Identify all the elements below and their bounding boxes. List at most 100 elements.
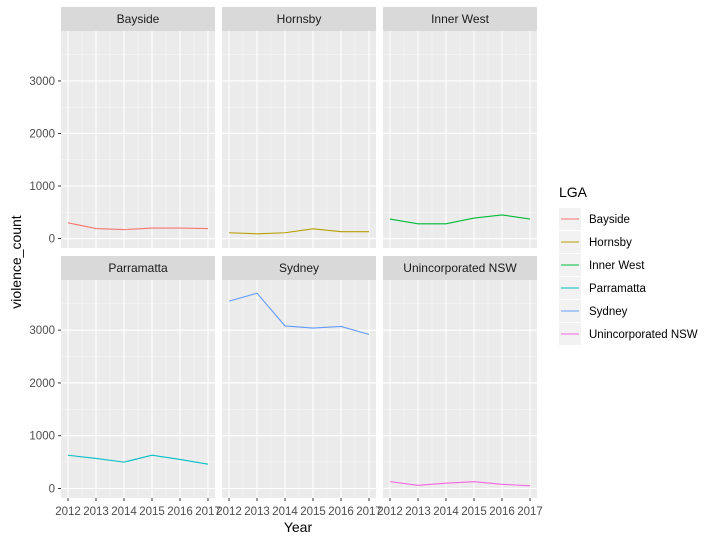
data-point-sydney [368,333,370,335]
facet-strip-unincorporated-nsw [383,256,537,280]
data-point-parramatta [67,454,69,456]
x-tick-label: 2012 [216,506,242,518]
facet-strip-label-hornsby: Hornsby [277,12,322,26]
data-point-hornsby [284,232,286,234]
x-tick-label: 2017 [517,506,543,518]
x-axis-title: Year [284,519,313,535]
y-tick-label: 0 [49,483,55,495]
facet-strip-label-unincorporated-nsw: Unincorporated NSW [403,261,517,275]
facet-sydney: Sydney [222,256,376,498]
legend-item-bayside: Bayside [559,208,630,230]
data-point-sydney [228,300,230,302]
y-axes: 0 1000 2000 3000 0 1000 2000 3000 [29,76,61,495]
data-point-inner-west [529,218,531,220]
data-point-sydney [340,325,342,327]
facet-strip-label-sydney: Sydney [279,261,319,275]
facet-panels: Bayside Hornsby Inner West Parramatta Sydney… [61,7,537,498]
data-point-inner-west [473,217,475,219]
legend-item-parramatta: Parramatta [559,277,646,299]
data-point-unincorporated-nsw [529,485,531,487]
facet-hornsby: Hornsby [222,7,376,248]
x-tick-label: 2016 [167,506,193,518]
series-line-inner-west [389,214,531,225]
data-point-sydney [256,292,258,294]
facet-strip-parramatta [61,256,215,280]
y-tick-label: 3000 [29,76,55,88]
legend: LGA Bayside Hornsby Inner West Parramatta Sy… [559,184,698,345]
data-point-inner-west [389,218,391,220]
x-tick-label: 2016 [328,506,354,518]
y-tick-label: 0 [49,234,55,246]
data-point-bayside [179,227,181,229]
series-line-parramatta [67,454,209,465]
x-tick-label: 2012 [377,506,403,518]
data-point-hornsby [312,228,314,230]
data-point-unincorporated-nsw [389,480,391,482]
series-line-sydney [228,292,370,335]
legend-label-inner-west: Inner West [589,260,645,272]
legend-label-sydney: Sydney [589,306,628,318]
y-tick-label: 1000 [29,431,55,443]
series-line-unincorporated-nsw [389,481,531,487]
y-axis-title: violence_count [8,215,24,309]
facet-inner-west: Inner West [383,7,537,248]
legend-item-hornsby: Hornsby [559,231,632,253]
x-tick-label: 2014 [433,506,459,518]
y-tick-label: 3000 [29,325,55,337]
legend-label-unincorporated-nsw: Unincorporated NSW [589,329,698,341]
x-tick-label: 2012 [55,506,81,518]
facet-strip-label-inner-west: Inner West [431,12,489,26]
facet-bayside: Bayside [61,7,215,248]
data-point-sydney [284,325,286,327]
legend-item-sydney: Sydney [559,300,628,322]
legend-title: LGA [559,184,588,200]
y-tick-label: 1000 [29,181,55,193]
facet-strip-label-bayside: Bayside [117,12,160,26]
x-tick-label: 2013 [83,506,109,518]
data-point-unincorporated-nsw [417,484,419,486]
data-point-parramatta [123,461,125,463]
data-point-bayside [123,228,125,230]
data-point-parramatta [207,463,209,465]
y-tick-label: 2000 [29,378,55,390]
facet-strip-bayside [61,7,215,31]
facet-strip-inner-west [383,7,537,31]
x-tick-label: 2017 [195,506,221,518]
legend-label-bayside: Bayside [589,214,630,226]
series-line-bayside [67,222,209,231]
data-point-unincorporated-nsw [501,483,503,485]
data-point-hornsby [340,231,342,233]
x-tick-label: 2016 [489,506,515,518]
legend-label-hornsby: Hornsby [589,237,632,249]
data-point-hornsby [256,233,258,235]
data-point-inner-west [501,214,503,216]
data-point-bayside [207,227,209,229]
data-point-hornsby [368,231,370,233]
data-point-inner-west [445,223,447,225]
data-point-bayside [67,222,69,224]
facet-strip-label-parramatta: Parramatta [108,261,168,275]
x-tick-label: 2014 [111,506,137,518]
x-tick-label: 2013 [405,506,431,518]
x-tick-label: 2015 [461,506,487,518]
data-point-inner-west [417,223,419,225]
legend-item-unincorporated-nsw: Unincorporated NSW [559,323,698,345]
data-point-parramatta [151,454,153,456]
x-tick-label: 2013 [244,506,270,518]
x-tick-label: 2015 [139,506,165,518]
facet-strip-sydney [222,256,376,280]
legend-item-inner-west: Inner West [559,254,645,276]
data-point-parramatta [95,457,97,459]
data-point-unincorporated-nsw [473,480,475,482]
facet-strip-hornsby [222,7,376,31]
data-point-bayside [95,227,97,229]
data-point-parramatta [179,458,181,460]
data-point-unincorporated-nsw [445,482,447,484]
data-point-hornsby [228,232,230,234]
data-point-bayside [151,227,153,229]
y-tick-label: 2000 [29,128,55,140]
x-tick-label: 2017 [356,506,382,518]
x-tick-label: 2014 [272,506,298,518]
series-line-hornsby [228,228,369,235]
